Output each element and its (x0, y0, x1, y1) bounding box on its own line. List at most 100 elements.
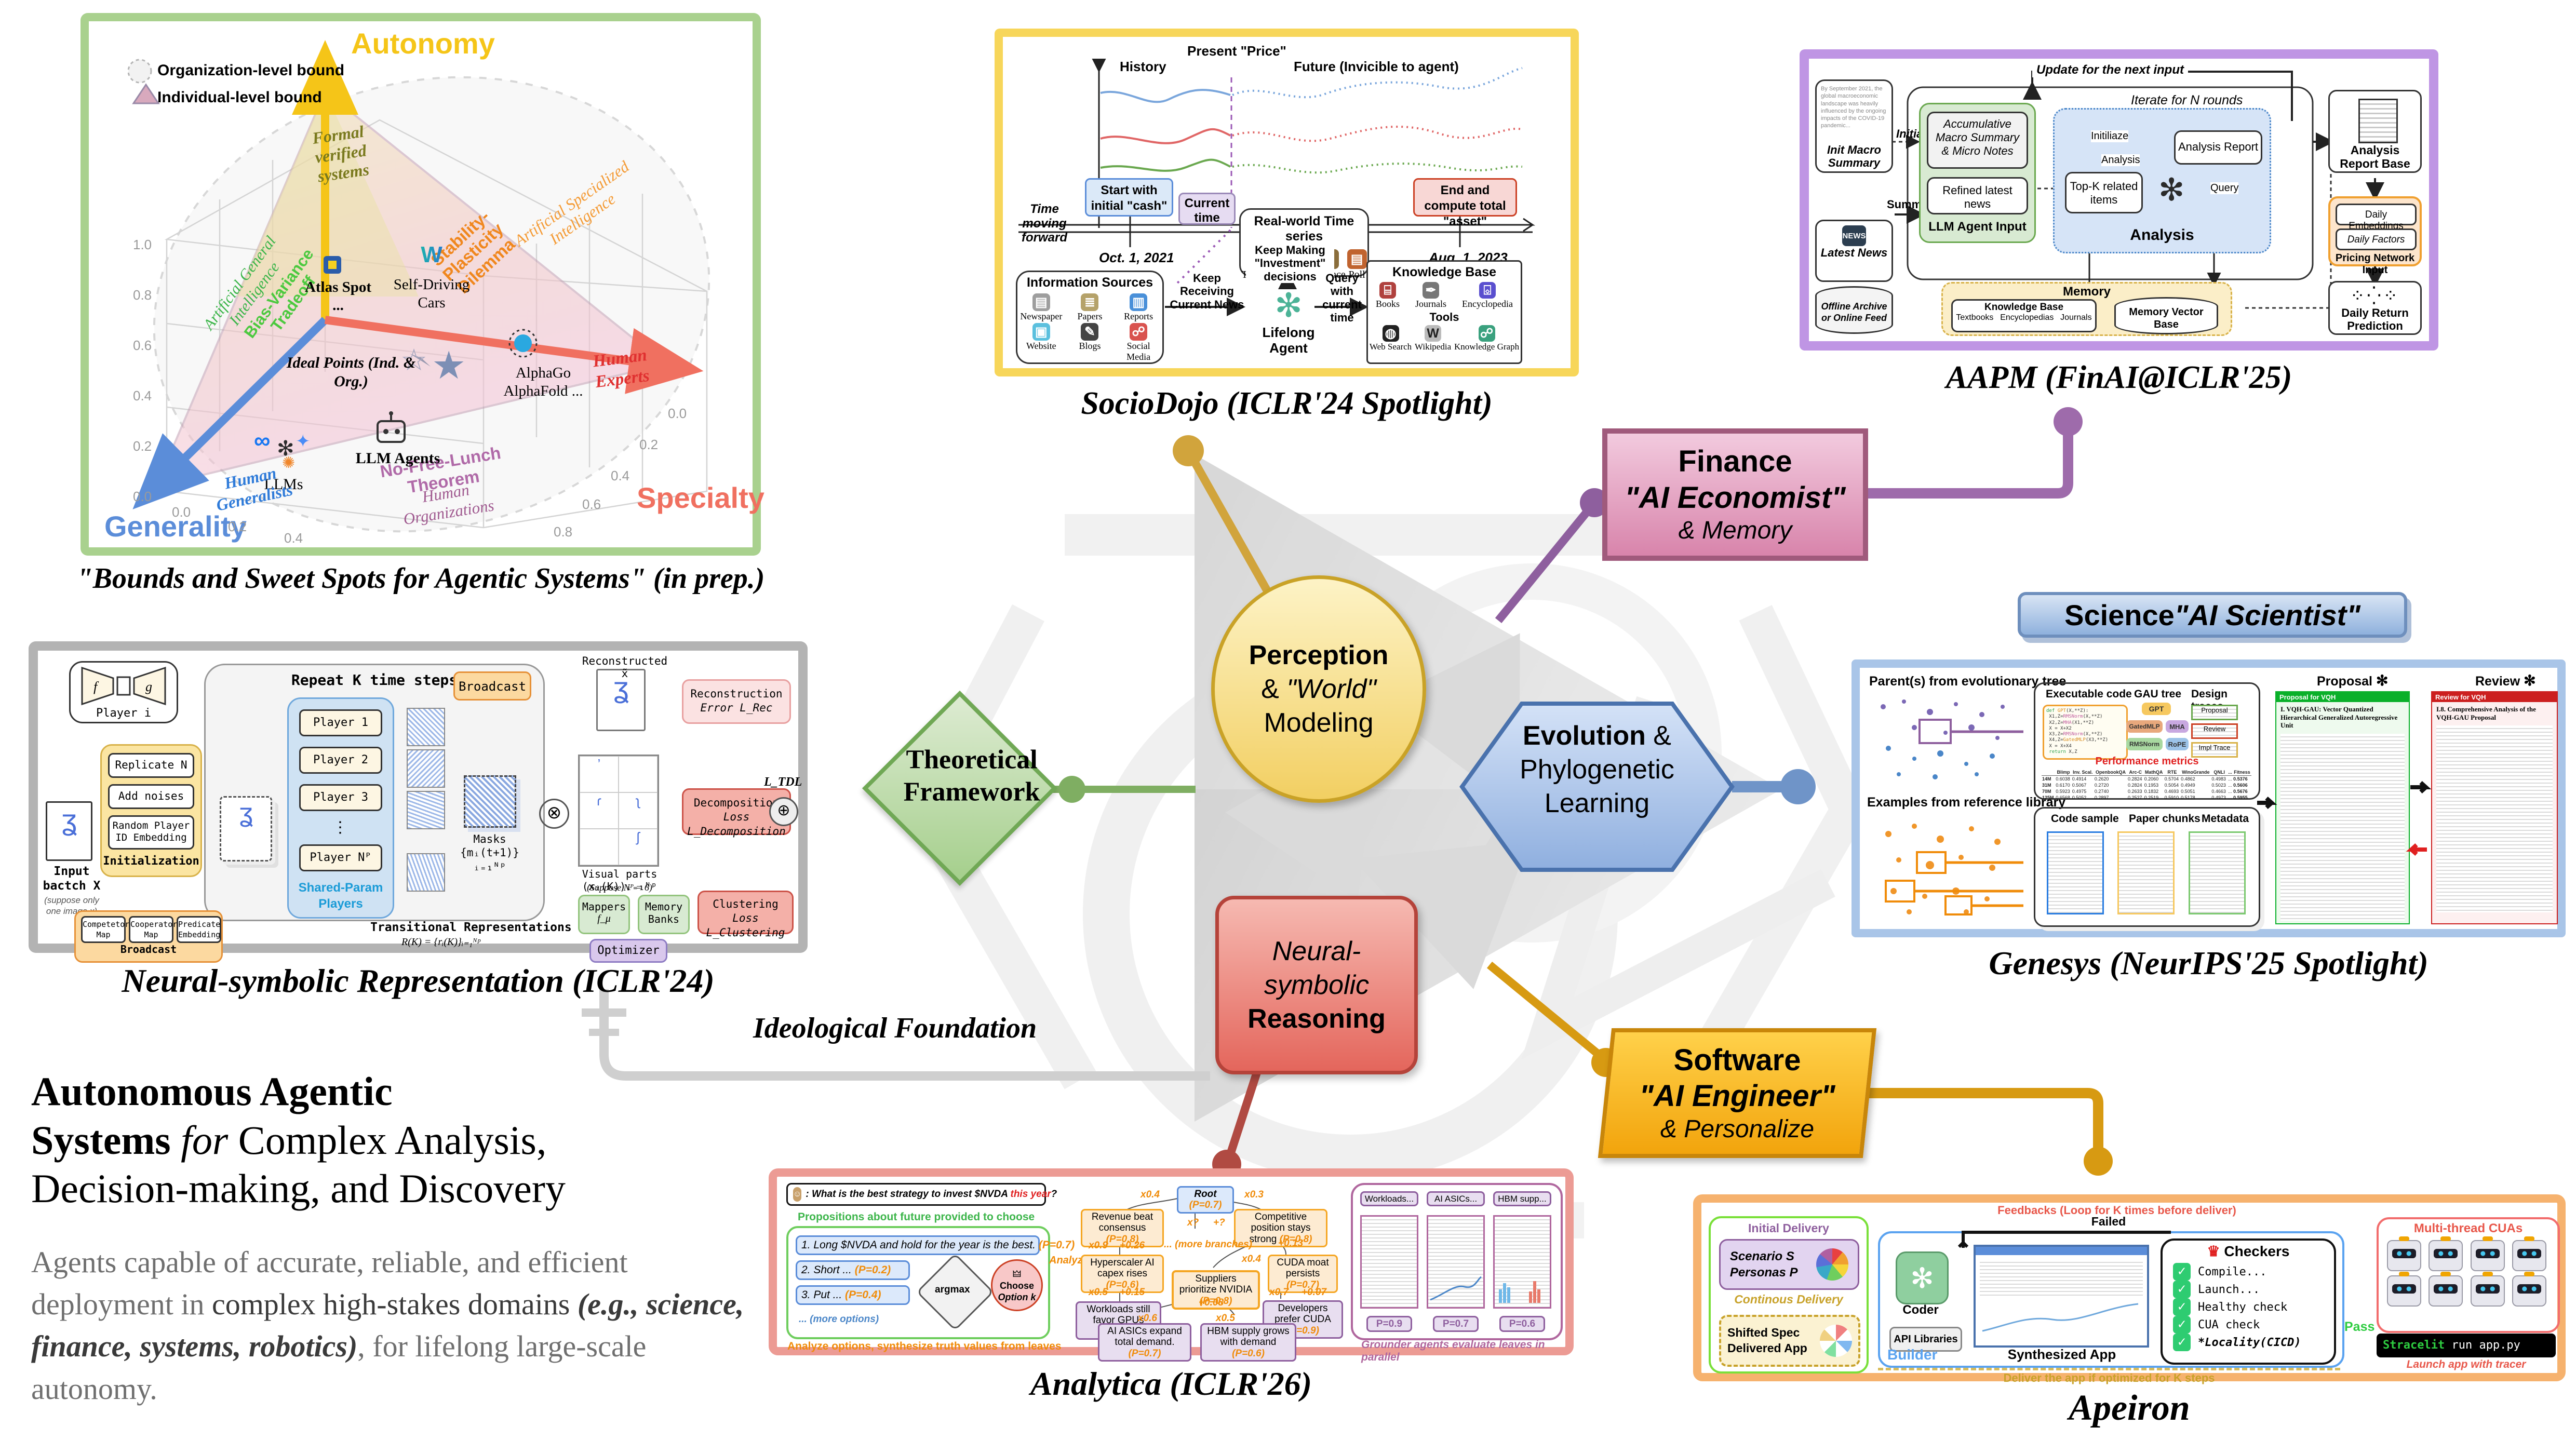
connector-finance-aapm (1868, 407, 2083, 499)
ape-check-row: ✓ Healthy check (2173, 1298, 2334, 1316)
gen-trace-docs: Proposal Review Impl Trace (2191, 705, 2238, 758)
point-llms: LLMs (264, 476, 303, 493)
aapm-agent-input-box: Accumulative Macro Summary & Micro Notes… (1919, 103, 2036, 243)
gen-proposal-header: Proposal for VQH (2276, 692, 2409, 702)
panel-apeiron: Feedbacks (Loop for K times before deliv… (1693, 1194, 2566, 1384)
panel-aapm: Update for the next input Iterate for N … (1800, 49, 2438, 351)
ape-app-screenshot (1974, 1245, 2149, 1348)
nr-input-sketch: ʓ (46, 801, 92, 861)
gen-meta-doc (2189, 831, 2246, 914)
nr-broadcast-bottom-box: Competetor Map Cooperator Map Predicate Emb… (74, 910, 223, 963)
nr-broadcast-bottom-label: Broadcast (120, 943, 177, 955)
journals-icon: ✒ Journals (1415, 282, 1447, 309)
aapm-offline-cylinder: Offline Archive or Online Feed (1815, 286, 1893, 334)
label-science: Science "AI Scientist" (2018, 592, 2407, 638)
nr-player2: Player 2 (299, 747, 382, 774)
pinwheel-icon (1819, 1325, 1852, 1357)
gen-perf-table: Blimp Inv. Scal. OpenbookQA Arc-C MathQA RTE W… (2042, 769, 2251, 801)
openai-icon: ✻ (2376, 672, 2389, 689)
evolution-hexagon (1459, 702, 1735, 872)
gen-proposal-doc: Proposal for VQH I. VQH-GAU: Vector Quan… (2275, 691, 2410, 924)
news-icon: NEWS (1842, 225, 1866, 246)
gen-code-snippet: def GPT(X,**Z): X1,Z=RMSNorm(X,**Z) X2,Z… (2043, 705, 2128, 760)
nr-recon-err-box: Reconstruction Error L_Rec (682, 679, 791, 724)
aapm-acc-box: Accumulative Macro Summary & Micro Notes (1927, 112, 2028, 169)
aapm-init-macro-label: Init Macro Summary (1827, 143, 1881, 170)
perception-line2: & "World" (1261, 674, 1376, 704)
an-weight: +0.08 (1199, 1297, 1224, 1308)
ape-cua-grid (2379, 1236, 2558, 1311)
aapm-memory-title: Memory (2062, 285, 2111, 299)
alphago-icon (508, 329, 538, 358)
an-weight: +0.07 (1302, 1287, 1327, 1298)
aapm-report-box: Analysis Report (2174, 130, 2262, 165)
axis-generality-line (132, 317, 328, 509)
ape-shifted-box: Shifted Spec Delivered App (1719, 1315, 1860, 1367)
point-atlas: Atlas Spot ... (304, 279, 372, 314)
aapm-topk-box: Top-K related items (2065, 172, 2143, 213)
point-alpha: AlphaGo AlphaFold ... (503, 365, 583, 399)
nr-repr-tile (407, 708, 445, 746)
sd-arrow-invest-label: Keep Making "Investment" decisions (1246, 244, 1334, 283)
nr-visual-label: Visual parts (xᵢ(K))ᵢ₌₁ᴺᵖ (582, 868, 658, 893)
an-more-options: ... (more options) (799, 1314, 879, 1325)
website-icon: ▣ Website (1017, 323, 1065, 362)
gen-proposal-body (2280, 733, 2405, 921)
ape-builder-label: Builder (1887, 1347, 1938, 1363)
legend-individual: Individual-level bound (157, 89, 322, 106)
nr-player-i-label: Player i (96, 707, 151, 720)
nr-shared-label: Shared-Param Players (298, 881, 383, 911)
an-root: Root (P=0.7) (1177, 1186, 1234, 1214)
an-weight: +0.26 (1120, 1240, 1145, 1251)
axis-specialty-label: Specialty (637, 481, 764, 514)
sd-arrow-receive-label: Keep Receiving Current News (1170, 272, 1244, 311)
cua-robot-icon (2512, 1272, 2546, 1307)
aapm-drp-box: ⁘⁛⁘ Daily Return Prediction (2328, 281, 2422, 335)
panel-sociodojo: Present "Price" History Future (Invicibl… (995, 29, 1579, 376)
nr-input-label: Input bactch X (43, 865, 101, 893)
nr-player-i-box: f g Player i (69, 661, 178, 723)
newspaper-icon: ▤ Newspaper (1017, 293, 1065, 322)
gen-gau-tree: GPT GatedMLP MHA RMSNorm RoPE (2126, 703, 2189, 750)
analyst-avatar: ☺ (793, 1187, 802, 1202)
an-weight: x0.5 (1216, 1313, 1235, 1324)
caption-neural: Neural-symbolic Representation (ICLR'24) (122, 962, 715, 999)
an-weight: +0.15 (1120, 1287, 1145, 1298)
an-shot-2 (1427, 1215, 1485, 1309)
aapm-iterate: Iterate for N rounds (2131, 93, 2243, 107)
ape-continous-label: Continous Delivery (1734, 1293, 1843, 1306)
caption-apeiron: Apeiron (2069, 1388, 2190, 1428)
nr-replicate: Replicate N (108, 753, 194, 778)
connector-software-apeiron (1869, 1088, 2113, 1176)
ape-deliver-label: Deliver the app if optimized for K steps (1878, 1368, 2340, 1385)
caption-analytica: Analytica (ICLR'26) (1030, 1365, 1312, 1402)
legend-organization: Organization-level bound (157, 62, 345, 79)
an-choose-node: 🜲 Choose Option k (991, 1259, 1043, 1311)
sd-date-start: Oct. 1, 2021 (1099, 250, 1174, 265)
headline-line3: Decision-making, and Discovery (31, 1166, 566, 1211)
gen-exec-label: Executable code (2046, 688, 2132, 700)
gen-reference-scatter (1885, 824, 2023, 916)
tick: 0.8 (133, 287, 152, 303)
aapm-analysis-small: Analysis (2101, 154, 2140, 166)
waymo-icon: W (413, 242, 450, 268)
perception-line3: Modeling (1264, 707, 1374, 738)
social-media-icon: ☍ Social Media (1115, 323, 1162, 362)
ape-coder-label: Coder (1902, 1303, 1939, 1317)
aapm-init-macro-box: By September 2021, the global macroecono… (1815, 79, 1893, 173)
connector-theoretical (1049, 776, 1196, 803)
tick: 0.0 (668, 406, 687, 421)
an-shot-1 (1360, 1215, 1418, 1309)
gen-review-header: Review for VQH (2432, 692, 2557, 702)
sd-agent: ✻ Lifelong Agent (1252, 286, 1325, 356)
headline-line2: Systems for Complex Analysis, (31, 1117, 547, 1163)
headline-line1: Autonomous Agentic (31, 1069, 393, 1114)
nr-repr-tile (407, 791, 445, 829)
svg-text:∞: ∞ (254, 428, 270, 453)
aapm-refined-box: Refined latest news (1927, 177, 2028, 214)
gen-review-doc-title: I.8. Comprehensive Analysis of the VQH-G… (2436, 705, 2536, 721)
axis-generality-label: Generality (104, 510, 247, 543)
robot-icon (377, 411, 406, 443)
nr-player3: Player 3 (299, 784, 382, 811)
papers-icon: ≣ Papers (1066, 293, 1114, 322)
